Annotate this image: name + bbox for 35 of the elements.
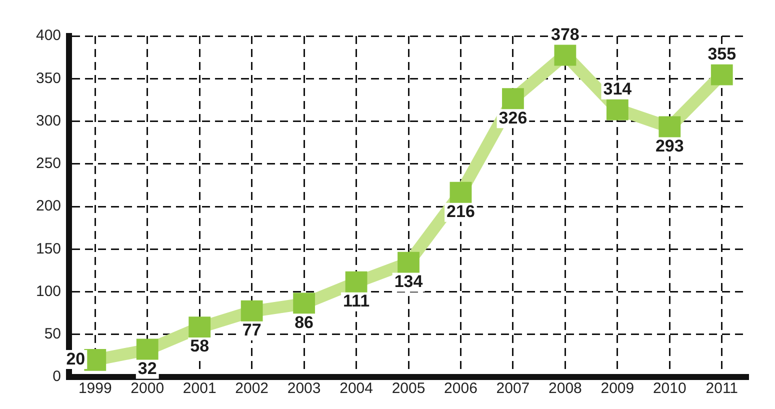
data-label: 86 [294, 312, 314, 332]
x-tick-label: 2010 [652, 380, 686, 398]
x-tick-label: 2005 [392, 380, 426, 398]
data-label: 378 [551, 24, 580, 44]
data-label: 77 [242, 320, 262, 340]
data-label: 314 [603, 80, 632, 99]
y-tick-label: 400 [36, 27, 62, 44]
data-label: 111 [343, 292, 370, 311]
x-tick-label: 2006 [444, 380, 478, 398]
x-tick-label: 2001 [182, 380, 216, 398]
x-tick-label: 2002 [235, 380, 269, 398]
y-tick-label: 200 [36, 198, 62, 215]
data-label: 326 [498, 108, 528, 128]
data-label: 134 [394, 272, 424, 291]
y-tick-label: 150 [36, 240, 62, 258]
data-label: 32 [138, 358, 157, 378]
data-label: 216 [446, 202, 475, 222]
y-tick-label: 300 [36, 112, 62, 130]
data-label: 58 [190, 336, 210, 356]
x-tick-label: 2000 [130, 380, 164, 398]
data-label: 20 [66, 350, 86, 369]
y-tick-label: 50 [44, 326, 62, 343]
y-tick-label: 0 [52, 368, 62, 386]
y-tick-label: 100 [36, 282, 62, 300]
x-tick-label: 2007 [496, 380, 530, 398]
x-tick-label: 2009 [600, 380, 634, 398]
x-tick-label: 2004 [340, 380, 373, 398]
data-label: 293 [655, 136, 684, 156]
x-tick-label: 2003 [287, 380, 321, 398]
y-tick-label: 350 [36, 70, 62, 87]
y-tick-label: 250 [36, 155, 62, 172]
x-tick-label: 2011 [706, 380, 738, 398]
x-tick-label: 1999 [78, 380, 112, 398]
x-tick-label: 2008 [548, 380, 582, 398]
data-label: 355 [708, 44, 736, 64]
